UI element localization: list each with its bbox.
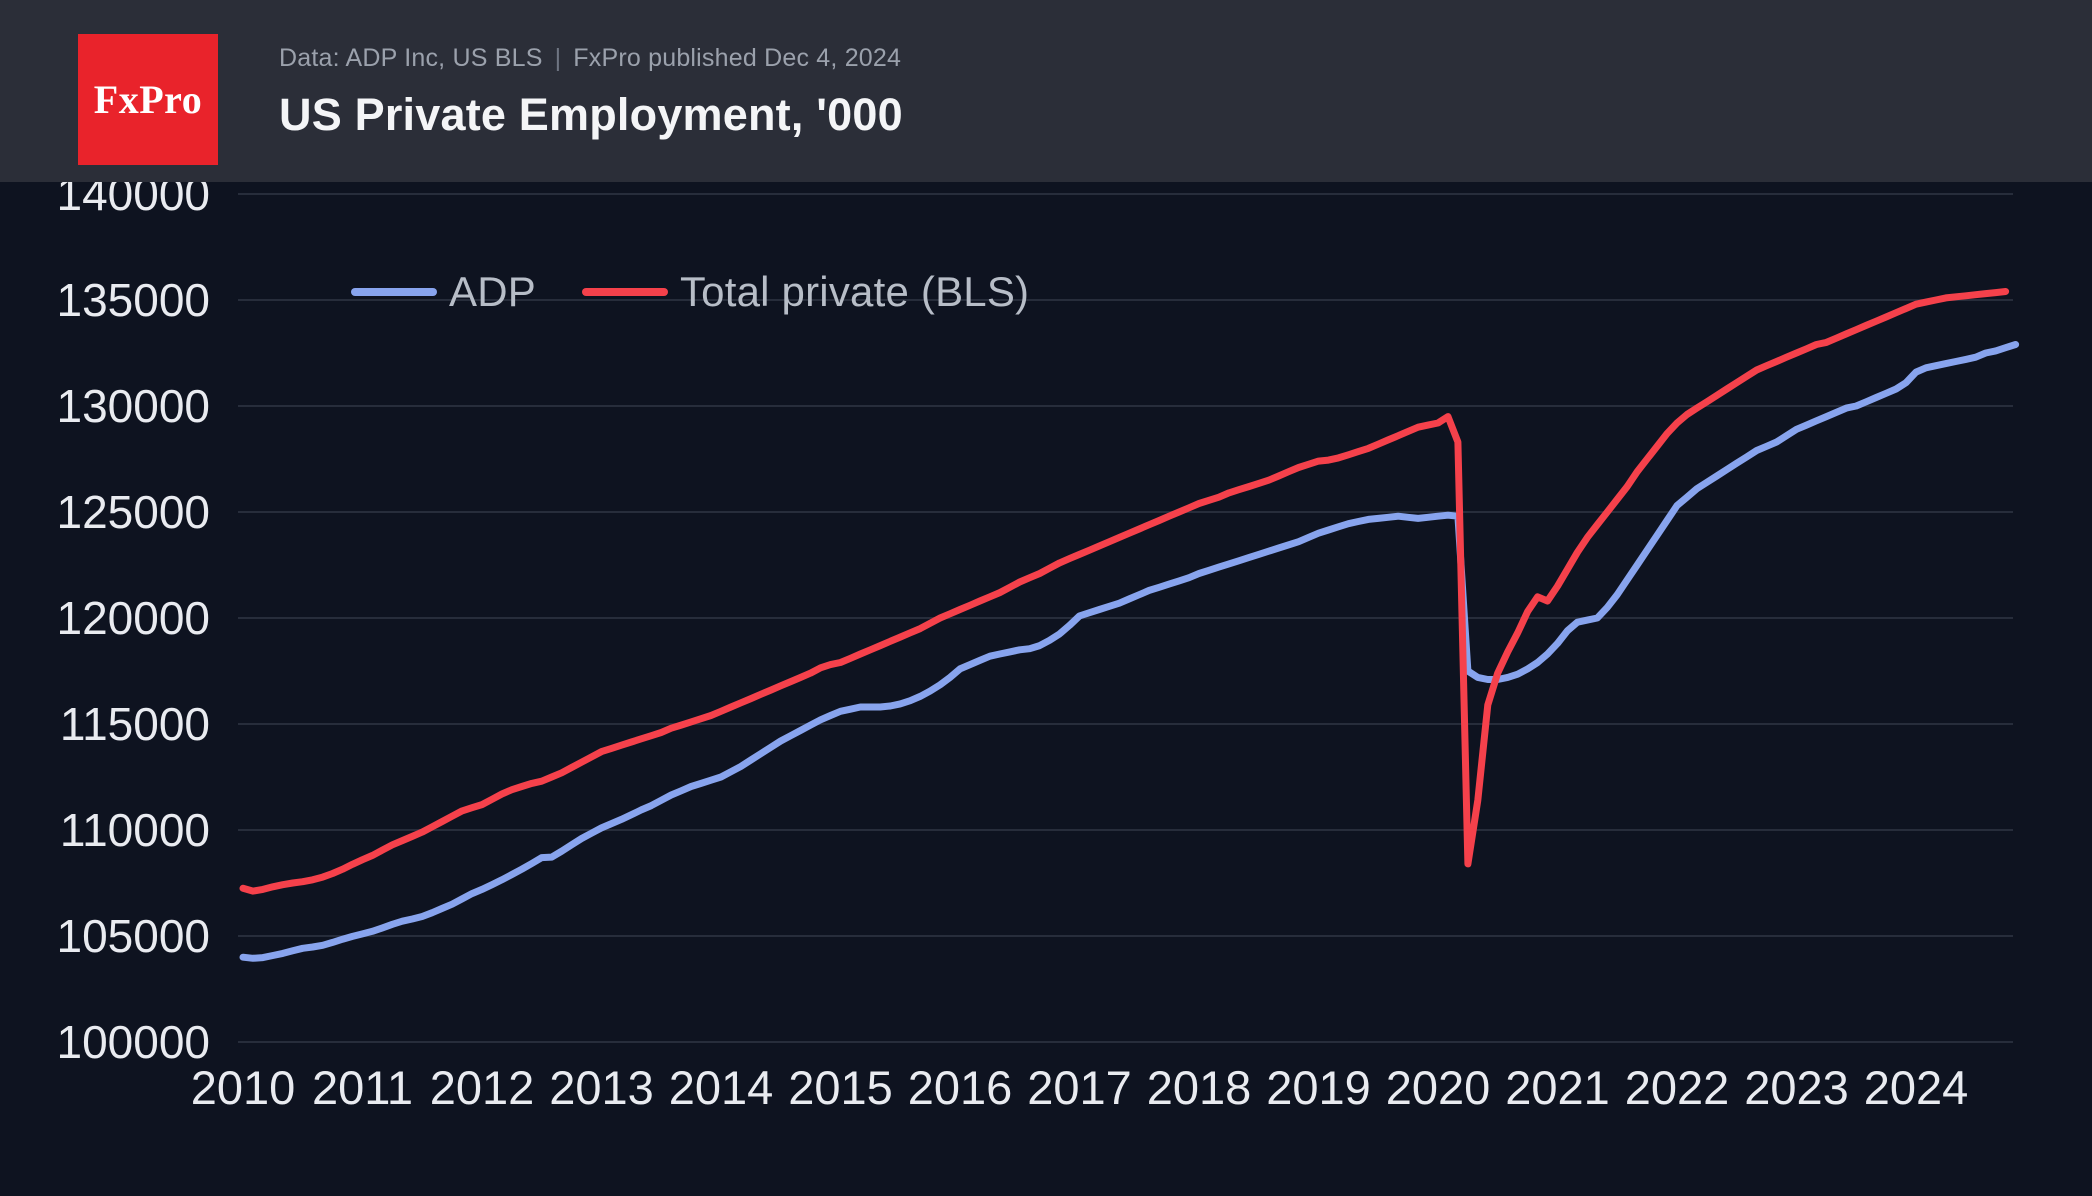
y-tick-label: 110000: [60, 804, 210, 856]
header-titles: Data: ADP Inc, US BLS | FxPro published De…: [279, 44, 903, 141]
y-tick-label: 135000: [57, 274, 211, 326]
subtitle-separator: |: [554, 44, 562, 72]
chart-source-line: Data: ADP Inc, US BLS | FxPro published De…: [279, 44, 903, 73]
adp-line-swatch-icon: [351, 288, 437, 296]
y-tick-label: 125000: [57, 486, 211, 538]
y-tick-label: 120000: [57, 592, 211, 644]
series-line-bls: [239, 288, 2010, 895]
x-tick-label: 2012: [430, 1061, 535, 1114]
x-tick-label: 2020: [1386, 1061, 1491, 1114]
x-tick-label: 2011: [312, 1061, 413, 1114]
data-source-text: Data: ADP Inc, US BLS: [279, 44, 543, 72]
y-tick-label: 100000: [57, 1016, 211, 1068]
x-tick-label: 2019: [1266, 1061, 1371, 1114]
legend-item-bls: Total private (BLS): [581, 268, 1030, 316]
x-tick-label: 2021: [1505, 1061, 1610, 1114]
x-tick-label: 2024: [1864, 1061, 1969, 1114]
series-line-adp: [239, 341, 2020, 962]
x-tick-label: 2013: [549, 1061, 654, 1114]
chart-title: US Private Employment, '000: [279, 89, 903, 140]
y-tick-label: 115000: [60, 698, 210, 750]
x-tick-label: 2016: [908, 1061, 1013, 1114]
header-bar: FxPro Data: ADP Inc, US BLS | FxPro publis…: [0, 0, 2092, 182]
published-date-text: FxPro published Dec 4, 2024: [573, 44, 902, 72]
x-tick-label: 2015: [788, 1061, 893, 1114]
x-tick-label: 2022: [1625, 1061, 1730, 1114]
y-tick-label: 130000: [57, 380, 211, 432]
x-tick-label: 2017: [1027, 1061, 1132, 1114]
bls-line-swatch-icon: [581, 288, 668, 296]
x-tick-label: 2023: [1744, 1061, 1849, 1114]
legend-label-adp: ADP: [449, 268, 536, 315]
x-tick-label: 2018: [1147, 1061, 1252, 1114]
y-tick-label: 105000: [57, 910, 211, 962]
legend-label-bls: Total private (BLS): [679, 268, 1030, 315]
fxpro-logo: FxPro: [78, 34, 218, 165]
fxpro-logo-text: FxPro: [93, 77, 203, 122]
chart-legend: ADP Total private (BLS): [351, 266, 1029, 318]
x-tick-label: 2014: [669, 1061, 774, 1114]
x-tick-label: 2010: [191, 1061, 296, 1114]
legend-item-adp: ADP: [351, 268, 536, 316]
